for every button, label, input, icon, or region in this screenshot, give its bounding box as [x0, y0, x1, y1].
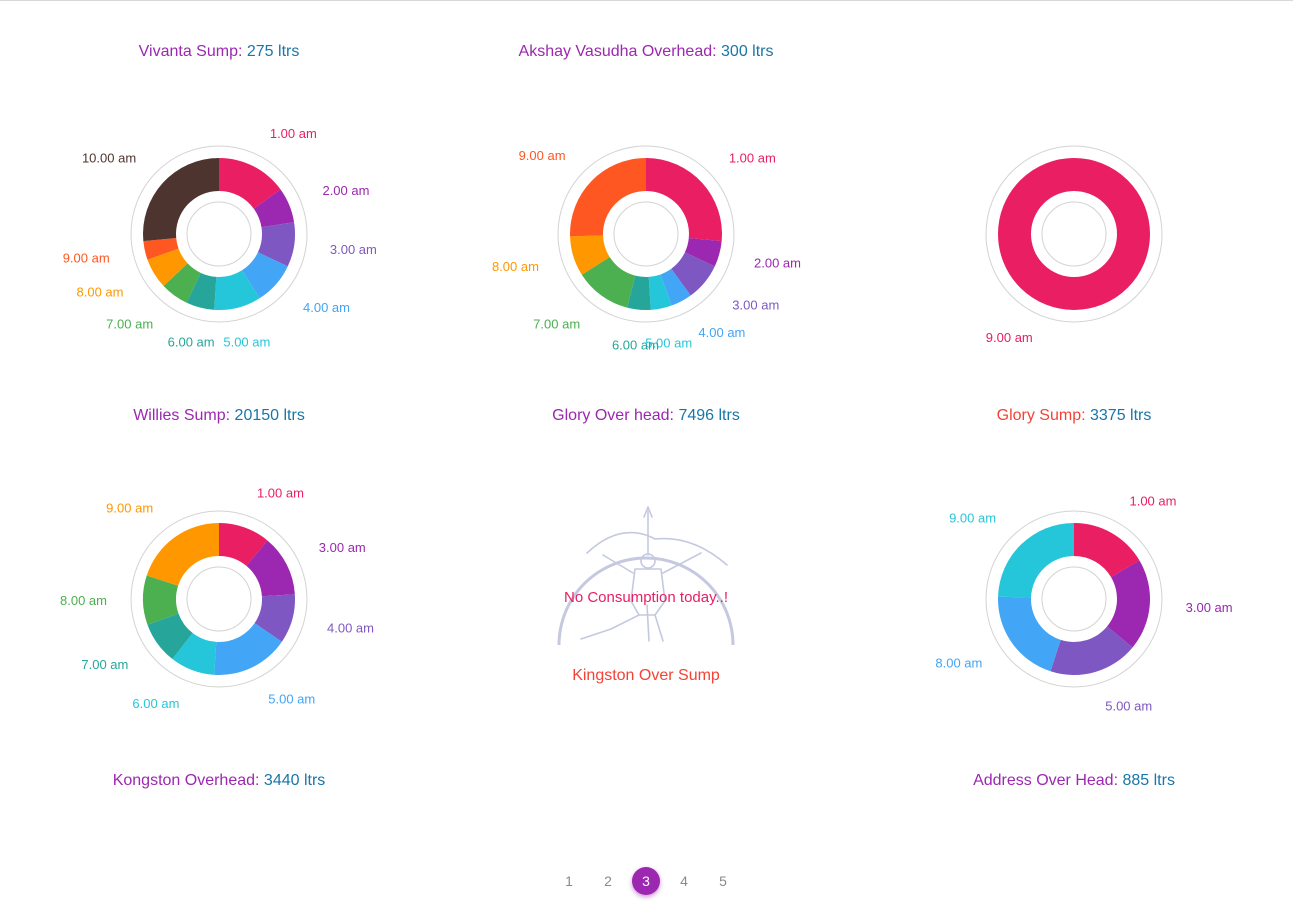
donut-slice-1-00-am[interactable]: [219, 523, 268, 566]
donut-slice-1-00-am[interactable]: [219, 158, 281, 209]
chart-title-akshay-vasudha-overhead: Akshay Vasudha Overhead: 300 ltrs: [518, 43, 774, 60]
page-button-5[interactable]: 5: [719, 873, 727, 889]
slice-label-3-00-am: 3.00 am: [1186, 600, 1233, 615]
chart-title-willies-sump: Willies Sump: 20150 ltrs: [133, 407, 305, 424]
slice-label-4-00-am: 4.00 am: [327, 621, 374, 636]
slice-label-4-00-am: 4.00 am: [698, 325, 745, 340]
slice-label-9-00-am: 9.00 am: [63, 250, 110, 265]
archer-logo-icon: [557, 506, 735, 646]
donut-chart-willies-sump: 1.00 am 3.00 am 4.00 am 5.00 am 6.00 am 7.00 …: [60, 486, 374, 711]
donut-slice-5-00-am[interactable]: [1050, 626, 1133, 675]
slice-label-8-00-am: 8.00 am: [935, 655, 982, 670]
donut-chart-vivanta-sump: 1.00 am 2.00 am 3.00 am 4.00 am 5.00 am 6.00 …: [63, 126, 377, 349]
slice-label-6-00-am: 6.00 am: [132, 696, 179, 711]
slice-label-7-00-am: 7.00 am: [533, 317, 580, 332]
donut-slice-3-00-am[interactable]: [671, 252, 715, 296]
donut-slice-6-00-am[interactable]: [627, 275, 651, 310]
slice-label-1-00-am: 1.00 am: [257, 486, 304, 501]
donut-outer-ring: [130, 510, 308, 688]
donut-inner-ring: [1041, 201, 1107, 267]
donut-slice-3-00-am[interactable]: [1107, 560, 1150, 648]
slice-label-2-00-am: 2.00 am: [322, 183, 369, 198]
donut-outer-ring: [130, 145, 308, 323]
slice-label-3-00-am: 3.00 am: [330, 242, 377, 257]
page-button-3[interactable]: 3: [632, 867, 660, 895]
slice-label-9-00-am: 9.00 am: [986, 330, 1033, 345]
chart-title-kongston-overhead: Kongston Overhead: 3440 ltrs: [112, 772, 326, 789]
slice-label-7-00-am: 7.00 am: [81, 657, 128, 672]
donut-inner-ring: [186, 201, 252, 267]
pagination: 1 2 3 4 5: [0, 867, 1293, 895]
donut-inner-ring: [186, 566, 252, 632]
slice-label-1-00-am: 1.00 am: [1129, 494, 1176, 509]
slice-label-8-00-am: 8.00 am: [492, 259, 539, 274]
donut-slice-3-00-am[interactable]: [246, 540, 295, 597]
slice-label-5-00-am: 5.00 am: [268, 692, 315, 707]
chart-title-vivanta-sump: Vivanta Sump: 275 ltrs: [138, 43, 300, 60]
donut-slice-9-00-am[interactable]: [143, 238, 179, 260]
donut-slice-8-00-am[interactable]: [147, 248, 188, 287]
donut-slice-8-00-am[interactable]: [998, 596, 1061, 672]
slice-label-5-00-am: 5.00 am: [223, 334, 270, 349]
donut-slice-5-00-am[interactable]: [214, 270, 260, 310]
donut-slice-9-00-am[interactable]: [998, 158, 1150, 310]
donut-slice-6-00-am[interactable]: [172, 632, 217, 675]
donut-chart-chart-3: 9.00 am: [985, 145, 1163, 345]
donut-outer-ring: [985, 510, 1163, 688]
donut-slice-1-00-am[interactable]: [646, 158, 722, 242]
donut-slice-5-00-am[interactable]: [214, 623, 282, 675]
donut-chart-glory-sump: 1.00 am 3.00 am 5.00 am 8.00 am 9.00 am: [935, 494, 1232, 714]
slice-label-7-00-am: 7.00 am: [106, 317, 153, 332]
donut-slice-4-00-am[interactable]: [242, 252, 288, 299]
donut-slice-7-00-am[interactable]: [581, 257, 636, 308]
slice-label-1-00-am: 1.00 am: [270, 126, 317, 141]
donut-outer-ring: [985, 145, 1163, 323]
donut-chart-akshay-vasudha-overhead: 1.00 am 2.00 am 3.00 am 4.00 am 5.00 am6.00 …: [492, 145, 801, 353]
donut-inner-ring: [613, 201, 679, 267]
donut-slice-7-00-am[interactable]: [147, 613, 193, 660]
donut-slice-1-00-am[interactable]: [1074, 523, 1140, 578]
donut-slice-10-00-am[interactable]: [143, 158, 219, 242]
page-button-2[interactable]: 2: [604, 873, 612, 889]
donut-slice-9-00-am[interactable]: [569, 158, 646, 237]
donut-slice-5-00-am[interactable]: [648, 274, 672, 310]
no-consumption-message: No Consumption today..!: [564, 589, 728, 606]
donut-slice-8-00-am[interactable]: [570, 235, 610, 275]
donut-outer-ring: [557, 145, 735, 323]
slice-label-3-00-am: 3.00 am: [319, 540, 366, 555]
slice-label-3-00-am: 3.00 am: [732, 297, 779, 312]
page-button-4[interactable]: 4: [680, 873, 688, 889]
donut-slice-8-00-am[interactable]: [143, 575, 179, 625]
chart-title-glory-over-head: Glory Over head: 7496 ltrs: [552, 407, 740, 424]
slice-label-9-00-am: 9.00 am: [519, 148, 566, 163]
slice-label-8-00-am: 8.00 am: [77, 285, 124, 300]
slice-label-6-00-am: 6.00 am: [612, 338, 659, 353]
slice-label-9-00-am: 9.00 am: [949, 511, 996, 526]
chart-title-glory-sump: Glory Sump: 3375 ltrs: [996, 407, 1152, 424]
chart-title-address-over-head: Address Over Head: 885 ltrs: [973, 772, 1175, 789]
no-consumption-tank-name: Kingston Over Sump: [572, 667, 720, 684]
donut-inner-ring: [1041, 566, 1107, 632]
donut-slice-4-00-am[interactable]: [660, 268, 691, 306]
page-button-1[interactable]: 1: [565, 873, 573, 889]
slice-label-1-00-am: 1.00 am: [729, 151, 776, 166]
slice-label-8-00-am: 8.00 am: [60, 593, 107, 608]
donut-slice-2-00-am[interactable]: [684, 238, 722, 267]
donut-slice-9-00-am[interactable]: [998, 523, 1074, 598]
slice-label-6-00-am: 6.00 am: [168, 334, 215, 349]
slice-label-5-00-am: 5.00 am: [645, 336, 692, 351]
donut-slice-2-00-am[interactable]: [253, 189, 295, 228]
slice-label-5-00-am: 5.00 am: [1105, 699, 1152, 714]
donut-slice-4-00-am[interactable]: [254, 594, 295, 642]
slice-label-10-00-am: 10.00 am: [82, 151, 136, 166]
slice-label-2-00-am: 2.00 am: [754, 256, 801, 271]
slice-label-4-00-am: 4.00 am: [303, 300, 350, 315]
donut-slice-9-00-am[interactable]: [146, 523, 219, 586]
donut-slice-3-00-am[interactable]: [257, 222, 295, 267]
donut-slice-7-00-am[interactable]: [163, 263, 201, 303]
slice-label-9-00-am: 9.00 am: [106, 500, 153, 515]
donut-slice-6-00-am[interactable]: [186, 272, 217, 310]
